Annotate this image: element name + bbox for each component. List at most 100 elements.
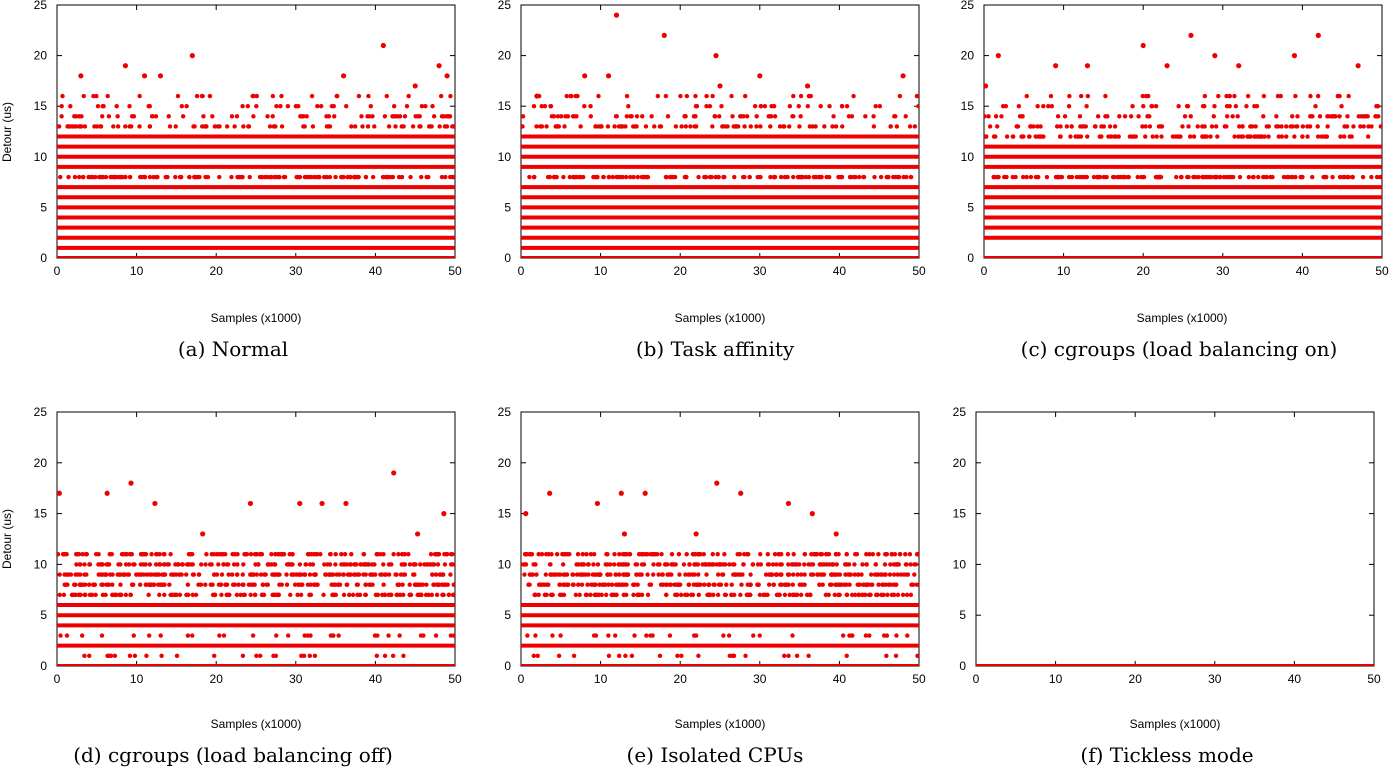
data-point [137,93,142,99]
data-point-outlier [714,480,720,486]
data-point [329,572,334,577]
data-point [1235,114,1240,119]
data-point [310,124,316,129]
data-point [688,124,693,129]
data-point [914,552,919,557]
data-point [609,582,615,587]
data-point [144,653,149,659]
data-point [539,552,545,557]
data-point [200,93,205,99]
data-point [279,124,285,129]
x-tick-label: 50 [448,264,462,278]
data-point [908,174,914,180]
data-point [1002,174,1007,180]
data-point [240,104,245,109]
data-point [173,174,178,180]
data-point [606,633,611,638]
data-point [394,572,399,577]
data-point [212,124,218,129]
data-point [94,124,100,129]
data-point [1276,124,1281,129]
data-point [190,633,195,638]
data-point [448,572,453,577]
data-point [860,562,865,567]
data-point [992,174,997,180]
data-point [690,592,696,598]
data-point [337,572,342,577]
data-point [1347,134,1352,139]
data-point [757,592,763,598]
data-point [1028,124,1034,129]
data-point [791,93,796,99]
data-point [907,552,913,557]
data-point [787,104,793,109]
data-point [590,572,596,577]
data-point [87,653,92,659]
data-point [433,633,439,638]
data-point [1200,134,1205,139]
data-point [815,572,820,577]
data-point [246,582,252,587]
data-point [999,114,1004,119]
panel-c: Samples (x1000) (c) cgroups (load balanc… [961,0,1389,361]
data-point [374,552,379,557]
data-point [606,653,612,659]
data-point [296,174,301,180]
data-point [632,582,637,587]
data-point [750,562,755,567]
data-point-outlier [297,500,303,507]
data-point [564,93,569,99]
data-point [170,592,175,598]
data-point [226,572,231,577]
data-point [1216,93,1221,99]
data-point [214,552,220,557]
data-point [65,582,70,587]
data-point [190,592,195,598]
data-point [337,582,343,587]
data-point [180,562,185,567]
data-point [700,562,705,567]
data-point [324,174,329,180]
data-point [684,174,689,180]
data-point [891,174,896,180]
data-point [1085,134,1090,139]
data-point [657,653,663,659]
data-point [522,572,527,577]
data-point [153,114,159,119]
data-point [309,93,315,99]
data-point [648,633,653,638]
data-point [149,552,154,557]
data-point [285,633,291,638]
data-point [603,582,608,587]
data-point [1067,93,1072,99]
data-point [1145,114,1150,119]
data-point [667,633,673,638]
data-point [1176,104,1181,109]
data-point [132,653,138,659]
data-point [546,582,551,587]
data-point [119,174,124,180]
data-point [415,592,420,598]
data-point [1279,134,1285,139]
data-point [717,114,722,119]
data-point [588,552,594,557]
data-point-outlier [414,531,421,537]
panel-d-series [57,470,455,666]
data-point [64,552,69,557]
data-point [1073,134,1078,139]
data-point [720,124,725,129]
data-point [684,93,690,99]
data-point [374,653,380,659]
data-point [328,633,334,638]
data-point [118,592,123,598]
panel-d-xlabel: Samples (x1000) [211,717,302,731]
data-point [413,562,418,567]
data-point [339,552,344,557]
data-point [258,572,264,577]
data-point [730,114,735,119]
data-point [1237,124,1242,129]
data-point [335,93,340,99]
data-point [1256,174,1261,180]
data-point [685,592,690,598]
data-point [1044,174,1050,180]
